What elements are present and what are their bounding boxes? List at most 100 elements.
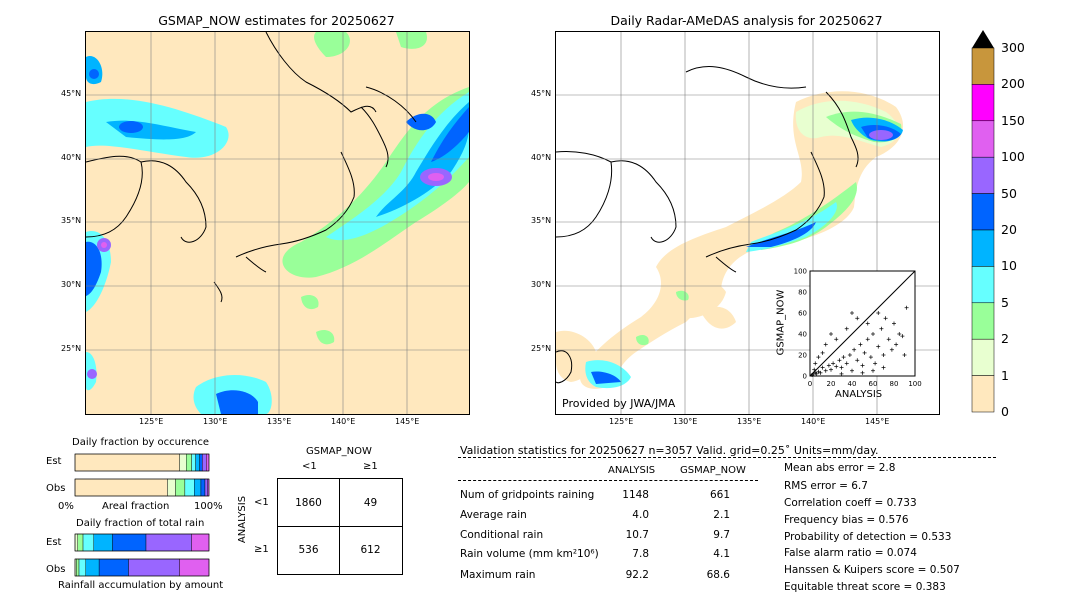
- occ-est-label: Est: [46, 456, 62, 467]
- scatter-point: [850, 368, 854, 373]
- right-lat-30: 30°N: [531, 280, 552, 289]
- occurrence-bars: [74, 453, 210, 497]
- scatter-point: [820, 365, 825, 370]
- scatter-ytick: 80: [798, 289, 807, 297]
- colorbar-label: 200: [1001, 76, 1025, 92]
- total-rain-bars: [74, 533, 210, 577]
- colorbar-swatch: [971, 47, 995, 85]
- colorbar-label: 0: [1001, 404, 1009, 419]
- scatter-ylabel: GSMAP_NOW: [775, 289, 787, 356]
- cont-row-ge1: ≥1: [254, 544, 269, 555]
- occ-axis-left: 0%: [58, 501, 74, 512]
- cont-col-lt1: <1: [302, 461, 317, 472]
- score-1: RMS error = 6.7: [784, 480, 868, 492]
- stat-label-0: Num of gridpoints raining: [460, 489, 595, 501]
- scatter-point: [837, 358, 842, 363]
- fraction-segment: [206, 453, 210, 472]
- scatter-plot: 00 20 20 40 40 60 60 80 80 100 100: [794, 268, 922, 389]
- rain-axis-label: Rainfall accumulation by amount: [58, 580, 224, 591]
- fraction-segment: [76, 558, 80, 577]
- scatter-point: [855, 316, 860, 321]
- scatter-point: [865, 337, 870, 342]
- fraction-segment: [74, 453, 180, 472]
- left-lon-140: 140°E: [331, 417, 356, 426]
- scatter-point: [860, 370, 865, 375]
- stat-analysis-4: 92.2: [625, 569, 649, 581]
- scatter-point: [839, 365, 844, 370]
- scatter-point: [883, 316, 888, 321]
- fraction-segment: [179, 453, 187, 472]
- right-lat-40: 40°N: [531, 153, 552, 162]
- left-lon-135: 135°E: [267, 417, 292, 426]
- left-map-title: GSMAP_NOW estimates for 20250627: [158, 13, 395, 28]
- scatter-point: [871, 332, 875, 336]
- scatter-point: [902, 353, 907, 357]
- left-lat-35: 35°N: [61, 216, 82, 225]
- colorbar-label: 5: [1001, 294, 1009, 310]
- scatter-point: [844, 361, 849, 366]
- cont-row-axis: ANALYSIS: [237, 495, 249, 544]
- fraction-segment: [195, 453, 200, 472]
- fraction-segment: [184, 478, 195, 497]
- col-analysis: ANALYSIS: [608, 465, 656, 476]
- scatter-point: [812, 367, 817, 372]
- fraction-segment: [74, 533, 78, 552]
- scatter-point: [829, 367, 833, 372]
- fraction-segment: [179, 558, 210, 577]
- occ-obs-label: Obs: [46, 483, 66, 494]
- scatter-point: [834, 364, 839, 369]
- stat-label-2: Conditional rain: [460, 529, 544, 541]
- stat-label-3: Rain volume (mm km²10⁶): [460, 548, 599, 560]
- scatter-point: [876, 311, 881, 315]
- colorbar-label: 1: [1001, 367, 1009, 383]
- scatter-point: [852, 347, 857, 352]
- left-lat-25: 25°N: [61, 344, 82, 353]
- total-rain-title: Daily fraction of total rain: [76, 518, 205, 529]
- occurrence-title: Daily fraction by occurence: [72, 437, 210, 448]
- colorbar-label: 50: [1001, 185, 1017, 201]
- fraction-segment: [85, 558, 100, 577]
- scatter-xtick: 40: [848, 380, 857, 388]
- fraction-segment: [93, 533, 113, 552]
- score-3: Frequency bias = 0.576: [784, 514, 909, 526]
- stat-analysis-0: 1148: [622, 489, 649, 501]
- scatter-point: [813, 361, 818, 366]
- fraction-segment: [128, 558, 180, 577]
- scatter-xtick: 20: [827, 380, 836, 388]
- fraction-bar-frame: [74, 533, 210, 552]
- right-lon-125: 125°E: [609, 417, 634, 426]
- scatter-point: [834, 337, 839, 342]
- scatter-ytick: 0: [803, 373, 807, 381]
- scatter-inset: 0 0 20 20 40 40 60 60 80 80 100 100 ANALYSIS GSMAP_…: [770, 262, 930, 402]
- scatter-point: [850, 311, 854, 315]
- right-lon-130: 130°E: [673, 417, 698, 426]
- colorbar-swatch: [971, 120, 995, 158]
- left-map: [85, 31, 470, 415]
- fraction-segment: [200, 478, 206, 497]
- fraction-segment: [199, 453, 203, 472]
- fraction-bar-frame: [74, 453, 210, 472]
- left-lon-125: 125°E: [139, 417, 164, 426]
- scatter-point: [841, 355, 846, 360]
- score-7: Equitable threat score = 0.383: [784, 581, 946, 593]
- scatter-point: [889, 347, 894, 352]
- scatter-point: [839, 371, 844, 376]
- right-lat-35: 35°N: [531, 216, 552, 225]
- colorbar-swatch: [971, 375, 995, 413]
- colorbar-label: 100: [1001, 149, 1025, 165]
- left-lon-130: 130°E: [203, 417, 228, 426]
- fraction-segment: [175, 478, 186, 497]
- right-map-title: Daily Radar-AMeDAS analysis for 20250627: [610, 13, 883, 28]
- stat-analysis-3: 7.8: [632, 548, 649, 560]
- scatter-point: [831, 361, 836, 366]
- right-lon-135: 135°E: [737, 417, 762, 426]
- stat-analysis-2: 10.7: [625, 529, 649, 541]
- col-gsmap: GSMAP_NOW: [680, 465, 746, 476]
- stat-gsmap-2: 9.7: [713, 529, 730, 541]
- scatter-point: [829, 332, 833, 336]
- scatter-point: [862, 350, 867, 355]
- scatter-xlabel: ANALYSIS: [835, 389, 883, 400]
- colorbar-scale: [971, 30, 995, 413]
- scatter-point: [900, 334, 905, 339]
- scatter-ytick: 40: [798, 331, 807, 339]
